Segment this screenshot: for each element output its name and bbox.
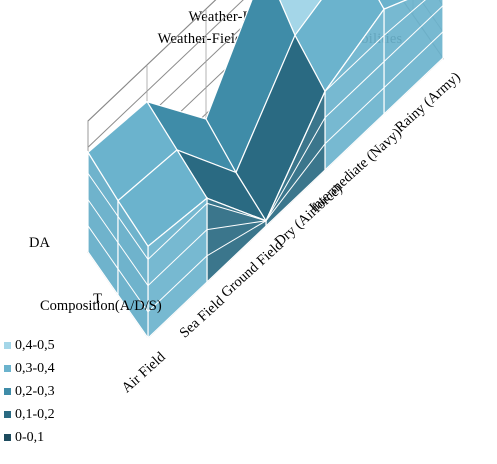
surface-contour <box>383 0 426 36</box>
surface-contour <box>147 229 208 286</box>
x-tick-label: Air Field <box>119 349 169 397</box>
legend-label: 0-0,1 <box>15 429 45 445</box>
surface-contour <box>87 173 119 217</box>
surface-contour <box>383 31 444 89</box>
legend-item: 0,3-0,4 <box>4 357 55 380</box>
legend-swatch <box>4 411 11 418</box>
legend-item: 0,4-0,5 <box>4 334 55 357</box>
surface-contour <box>117 268 149 313</box>
legend-label: 0,2-0,3 <box>15 383 55 399</box>
legend-swatch <box>4 342 11 349</box>
legend-item: 0,2-0,3 <box>4 380 55 403</box>
surface-contour <box>206 220 267 257</box>
surface-contour <box>147 203 208 260</box>
surface-contour <box>206 202 267 222</box>
surface-patch <box>279 0 322 36</box>
gridline <box>87 0 244 148</box>
legend-swatch <box>4 365 11 372</box>
surface-contour <box>117 242 149 286</box>
y-label-composition: Composition(A/D/S) <box>40 298 162 314</box>
surface-contour <box>265 117 326 222</box>
surface-contour <box>383 5 444 62</box>
legend-item: 0,1-0,2 <box>4 403 55 426</box>
legend-item: 0-0,1 <box>4 426 55 449</box>
surface-contour <box>147 197 208 247</box>
y-label-da: DA <box>29 235 50 251</box>
chart-legend: 0,4-0,5 0,3-0,4 0,2-0,3 0,1-0,2 0-0,1 <box>4 334 55 449</box>
y-label-t: T <box>93 291 102 307</box>
surface-contour <box>383 0 408 10</box>
legend-swatch <box>4 434 11 441</box>
surface-contour <box>324 8 385 92</box>
surface-side-face <box>117 198 149 340</box>
surface-contour <box>87 225 119 270</box>
gridline <box>87 0 444 200</box>
surface-contour <box>265 143 326 222</box>
surface-contour <box>117 216 149 260</box>
surface-contour <box>324 87 385 145</box>
surface-contour <box>324 35 385 92</box>
surface-contour <box>265 91 326 221</box>
surface-contour <box>206 220 267 231</box>
legend-swatch <box>4 388 11 395</box>
surface-contour <box>324 61 385 118</box>
surface-contour <box>147 255 208 313</box>
gridline <box>87 0 272 174</box>
gridline <box>87 0 217 122</box>
surface-contour <box>206 197 267 222</box>
surface-contour <box>87 199 119 243</box>
legend-label: 0,3-0,4 <box>15 360 55 376</box>
legend-label: 0,4-0,5 <box>15 337 55 353</box>
surface <box>87 0 444 340</box>
legend-label: 0,1-0,2 <box>15 406 55 422</box>
